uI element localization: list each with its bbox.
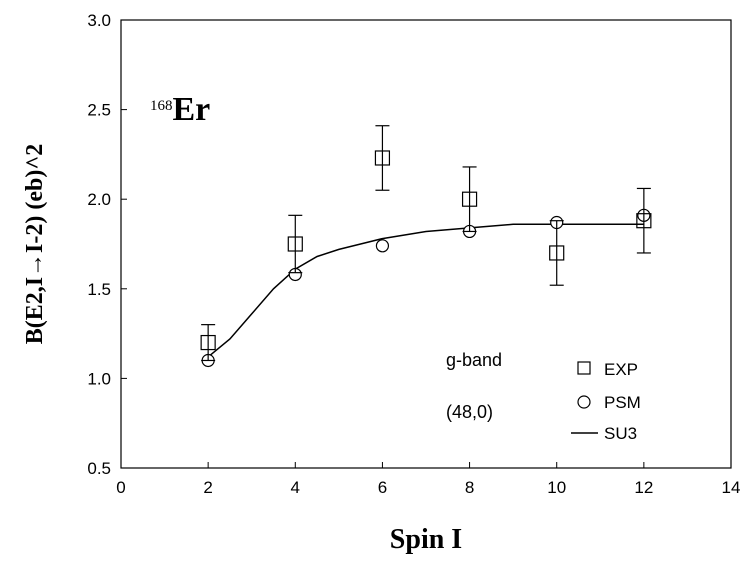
y-axis-title: B(E2,I→I-2) (eb)^2	[22, 144, 48, 345]
x-tick-label: 10	[547, 478, 566, 497]
exp-point	[287, 236, 303, 252]
x-tick-label: 2	[203, 478, 212, 497]
x-tick-label: 0	[116, 478, 125, 497]
exp-point	[200, 334, 216, 351]
legend-label-exp: EXP	[604, 360, 638, 379]
psm-point	[375, 239, 390, 253]
plot-frame	[120, 19, 732, 469]
annotation-irrep: (48,0)	[446, 402, 493, 422]
nucleus-element: Er	[173, 91, 211, 128]
x-tick-label: 12	[634, 478, 653, 497]
nucleus-label: 168Er	[150, 91, 210, 128]
x-axis-title: Spin I	[390, 524, 462, 555]
x-tick-label: 6	[378, 478, 387, 497]
exp-point	[461, 191, 478, 207]
exp-point	[374, 150, 391, 166]
legend: EXP PSM SU3	[571, 360, 641, 443]
legend-label-psm: PSM	[604, 393, 641, 412]
annotation-band: g-band	[446, 350, 502, 370]
y-tick-label: 2.0	[87, 190, 111, 209]
y-tick-label: 2.5	[87, 101, 111, 120]
su3-line	[207, 223, 644, 358]
legend-label-su3: SU3	[604, 424, 637, 443]
legend-marker-exp	[577, 361, 591, 375]
x-tick-label: 4	[291, 478, 300, 497]
axis-ticks: 0 2 4 6 8 10 12 14 0.5 1.0 1.5 2.0 2.5 3.0	[87, 11, 740, 497]
y-tick-label: 0.5	[87, 459, 111, 478]
x-tick-label: 8	[465, 478, 474, 497]
x-tick-label: 14	[722, 478, 741, 497]
y-tick-label: 1.5	[87, 280, 111, 299]
exp-point	[636, 213, 652, 229]
y-tick-label: 3.0	[87, 11, 111, 30]
y-tick-label: 1.0	[87, 369, 111, 388]
nucleus-mass: 168	[150, 98, 173, 114]
legend-marker-psm	[577, 395, 591, 409]
exp-point	[549, 245, 565, 261]
data-marks	[200, 125, 652, 368]
